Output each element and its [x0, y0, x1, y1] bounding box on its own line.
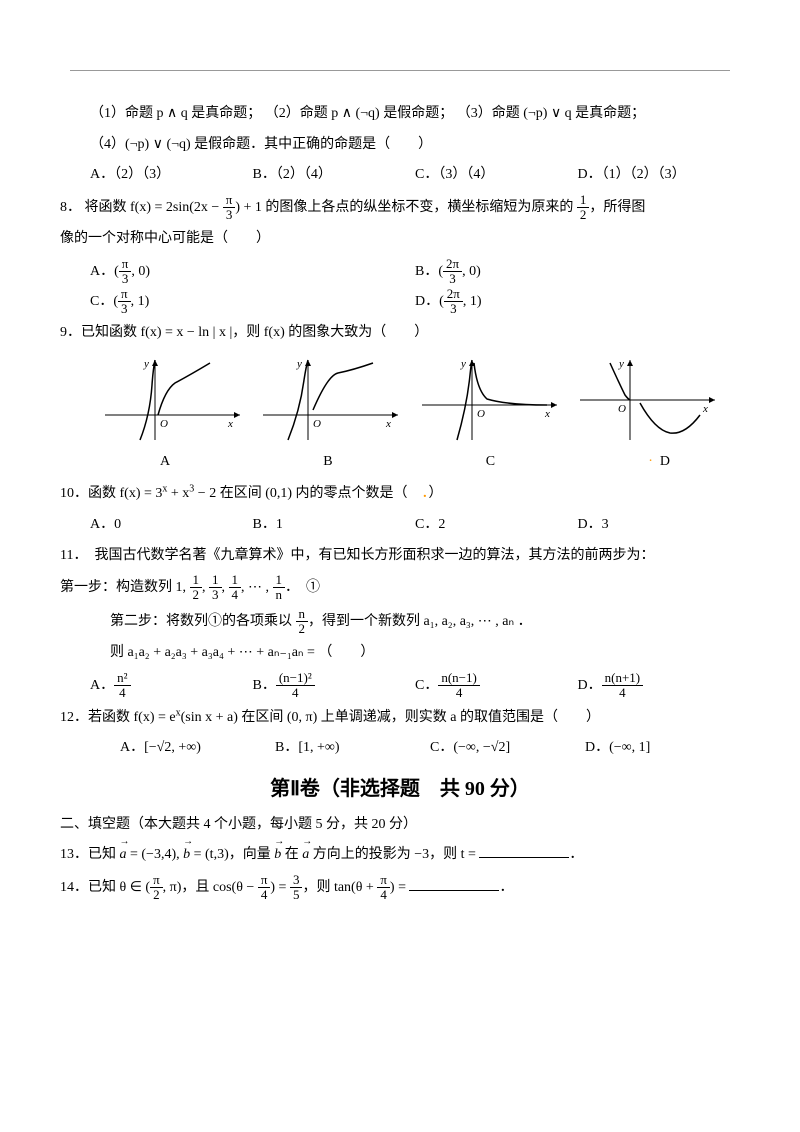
- q8-opt-a: A．(π3, 0): [90, 257, 415, 287]
- q8-text-b: ) + 1 的图像上各点的纵坐标不变，横坐标缩短为原来的: [235, 200, 577, 215]
- q7-opt-d: D．（1）（2）（3）: [578, 162, 741, 189]
- svg-text:x: x: [544, 408, 550, 420]
- vector-b-icon: b: [183, 842, 190, 869]
- q8-num: 8．: [60, 200, 81, 215]
- q9-label-b: B: [323, 449, 332, 476]
- q13-blank: [479, 843, 569, 858]
- q14: 14．已知 θ ∈ (π2, π)，且 cos(θ − π4) = 35，则 t…: [60, 873, 740, 903]
- q8-text-a: 将函数 f(x) = 2sin(2x −: [85, 200, 223, 215]
- q11-expr: 则 a₁a₂ + a₂a₃ + a₃a₄ + ⋯ + aₙ₋₁aₙ = （ ）: [60, 640, 740, 667]
- orange-dot-icon: ·: [648, 454, 653, 469]
- vector-b-icon: b: [274, 842, 281, 869]
- q8-text-c: ，所得图: [589, 200, 645, 215]
- q10-opt-c: C．2: [415, 512, 578, 539]
- svg-text:O: O: [618, 403, 626, 415]
- vector-a-icon: a: [302, 842, 309, 869]
- q8-frac2: 12: [577, 193, 590, 223]
- svg-text:O: O: [160, 418, 168, 430]
- q7-options: A．（2）（3） B．（2）（4） C．（3）（4） D．（1）（2）（3）: [60, 162, 740, 189]
- vector-a-icon: a: [120, 842, 127, 869]
- q7-stmt4: （4）(¬p) ∨ (¬q) 是假命题．其中正确的命题是（ ）: [60, 132, 740, 159]
- svg-text:y: y: [618, 358, 624, 370]
- q11-step1: 第一步：构造数列 1, 12, 13, 14, ⋯ , 1n． ①: [60, 573, 740, 603]
- q9-graph-labels: A B C · D: [60, 449, 740, 476]
- section2-sub: 二、填空题（本大题共 4 个小题，每小题 5 分，共 20 分）: [60, 812, 740, 839]
- q9-graph-a: O x y: [100, 355, 245, 445]
- q9-label-c: C: [486, 449, 495, 476]
- q10-options: A．0 B．1 C．2 D．3: [60, 512, 740, 539]
- q11-opt-b: B．(n−1)²4: [253, 671, 416, 701]
- q8-opt-c: C．(π3, 1): [90, 287, 415, 317]
- q7-statements: （1）命题 p ∧ q 是真命题； （2）命题 p ∧ (¬q) 是假命题； （…: [60, 101, 740, 128]
- q9-graph-c: O x y: [417, 355, 562, 445]
- q9-stem: 9．已知函数 f(x) = x − ln | x |，则 f(x) 的图象大致为…: [60, 320, 740, 347]
- q7-opt-c: C．（3）（4）: [415, 162, 578, 189]
- q12-opt-a: A．[−√2, +∞): [120, 735, 275, 762]
- q9-graph-d: O x y: [575, 355, 720, 445]
- q8-options-row2: C．(π3, 1) D．(2π3, 1): [60, 287, 740, 317]
- q7-stmt1: （1）命题 p ∧ q 是真命题；: [90, 106, 261, 121]
- q11-options: A．n²4 B．(n−1)²4 C．n(n−1)4 D．n(n+1)4: [60, 671, 740, 701]
- q7-stmt3: （3）命题 (¬p) ∨ q 是真命题；: [457, 106, 645, 121]
- q10-opt-a: A．0: [90, 512, 253, 539]
- svg-text:y: y: [460, 358, 466, 370]
- q9-label-d: D: [660, 454, 670, 469]
- q12-opt-d: D．(−∞, 1]: [585, 735, 740, 762]
- q12-options: A．[−√2, +∞) B．[1, +∞) C．(−∞, −√2] D．(−∞,…: [60, 735, 740, 762]
- q7-opt-b: B．（2）（4）: [253, 162, 416, 189]
- orange-dot-icon: ．: [422, 486, 429, 501]
- svg-text:O: O: [477, 408, 485, 420]
- svg-text:x: x: [385, 418, 391, 430]
- q12-opt-c: C．(−∞, −√2]: [430, 735, 585, 762]
- svg-text:y: y: [296, 358, 302, 370]
- q10-opt-b: B．1: [253, 512, 416, 539]
- section2-title: 第Ⅱ卷（非选择题 共 90 分）: [60, 770, 740, 808]
- svg-text:x: x: [227, 418, 233, 430]
- page-rule: [70, 70, 730, 71]
- svg-text:O: O: [313, 418, 321, 430]
- q7-stmt2: （2）命题 p ∧ (¬q) 是假命题；: [265, 106, 453, 121]
- q11-opt-a: A．n²4: [90, 671, 253, 701]
- q9-label-a: A: [160, 449, 170, 476]
- q8-opt-d: D．(2π3, 1): [415, 287, 740, 317]
- q8-options-row1: A．(π3, 0) B．(2π3, 0): [60, 257, 740, 287]
- q12-stem: 12．若函数 f(x) = ex(sin x + a) 在区间 (0, π) 上…: [60, 705, 740, 732]
- svg-text:y: y: [143, 358, 149, 370]
- q9-graphs: O x y O x y O x y O x y: [60, 355, 740, 445]
- q11-stem: 11． 我国古代数学名著《九章算术》中，有已知长方形面积求一边的算法，其方法的前…: [60, 543, 740, 570]
- q10-opt-d: D．3: [578, 512, 741, 539]
- q8-opt-b: B．(2π3, 0): [415, 257, 740, 287]
- q9-graph-b: O x y: [258, 355, 403, 445]
- q11-opt-c: C．n(n−1)4: [415, 671, 578, 701]
- q8-frac1: π3: [223, 193, 236, 223]
- q8-stem: 8． 将函数 f(x) = 2sin(2x − π3) + 1 的图像上各点的纵…: [60, 193, 740, 223]
- q13: 13．已知 a = (−3,4), b = (t,3)，向量 b 在 a 方向上…: [60, 842, 740, 869]
- svg-text:x: x: [702, 403, 708, 415]
- q12-opt-b: B．[1, +∞): [275, 735, 430, 762]
- q14-blank: [409, 876, 499, 891]
- q8-text-d: 像的一个对称中心可能是（ ）: [60, 226, 740, 253]
- q11-step2: 第二步：将数列①的各项乘以 n2，得到一个新数列 a₁, a₂, a₃, ⋯ ,…: [60, 607, 740, 637]
- q7-opt-a: A．（2）（3）: [90, 162, 253, 189]
- q10-stem: 10．函数 f(x) = 3x + x3 − 2 在区间 (0,1) 内的零点个…: [60, 481, 740, 508]
- q11-opt-d: D．n(n+1)4: [578, 671, 741, 701]
